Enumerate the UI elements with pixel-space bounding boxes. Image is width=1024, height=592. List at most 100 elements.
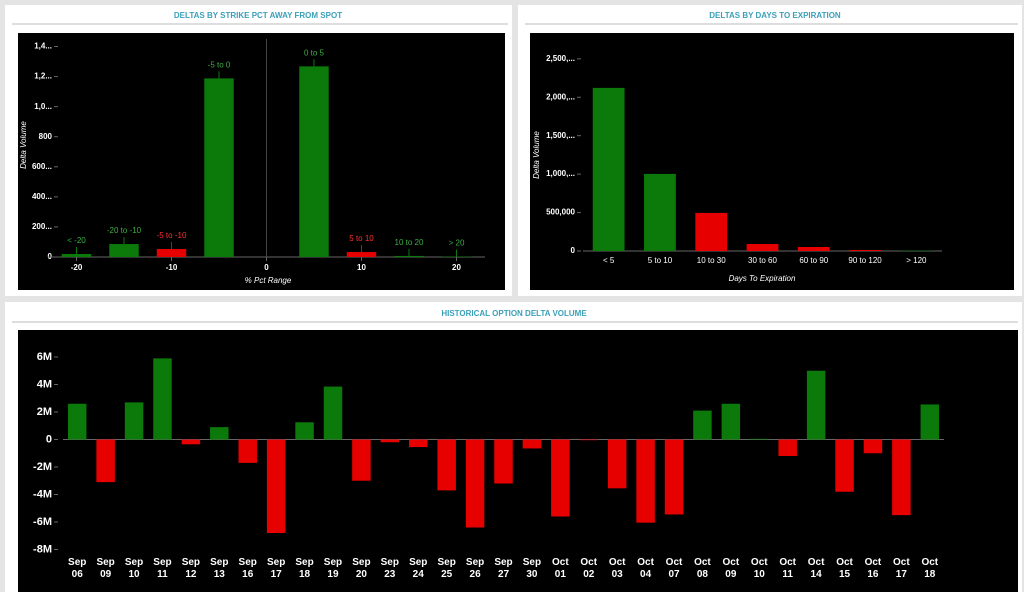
y-tick-label: 2M bbox=[37, 406, 52, 418]
y-tick-label: 1,0... bbox=[34, 102, 52, 111]
bar bbox=[644, 173, 676, 251]
bar bbox=[109, 244, 139, 257]
y-tick-label: 1,4... bbox=[34, 42, 52, 51]
x-tick-label: Oct 15 bbox=[836, 557, 853, 580]
y-tick-label: 600... bbox=[32, 162, 52, 171]
y-tick-label: 0 bbox=[571, 246, 576, 255]
bar bbox=[96, 439, 115, 483]
bar bbox=[592, 87, 625, 251]
bar bbox=[380, 439, 400, 443]
x-tick-label: Oct 08 bbox=[694, 557, 711, 580]
x-tick-label: 20 bbox=[452, 263, 461, 272]
bar bbox=[299, 66, 329, 257]
x-tick-label: Oct 16 bbox=[864, 557, 882, 580]
bar bbox=[346, 252, 377, 257]
bar bbox=[156, 249, 187, 257]
x-tick-label: 0 bbox=[264, 263, 269, 272]
y-tick-label: 500,000 bbox=[546, 208, 575, 217]
value-label: > 20 bbox=[449, 239, 465, 248]
x-tick-label: Sep 12 bbox=[181, 557, 201, 580]
bar bbox=[636, 439, 655, 523]
x-tick-label: 10 bbox=[357, 263, 366, 272]
y-axis-title: Delta Volume bbox=[19, 121, 28, 169]
bar bbox=[664, 439, 684, 515]
bar bbox=[806, 370, 826, 440]
y-tick-label: -6M bbox=[33, 516, 52, 528]
bar bbox=[210, 427, 229, 440]
bar bbox=[266, 439, 286, 533]
chart-title: DELTAS BY STRIKE PCT AWAY FROM SPOT bbox=[174, 11, 342, 20]
x-tick-label: Sep 24 bbox=[409, 557, 428, 580]
value-label: < -20 bbox=[67, 236, 86, 245]
bar bbox=[295, 422, 314, 440]
value-label: 5 to 10 bbox=[349, 234, 374, 243]
y-tick-label: 400... bbox=[32, 192, 52, 201]
x-tick-label: Sep 11 bbox=[153, 557, 172, 580]
y-tick-label: -4M bbox=[33, 488, 52, 500]
value-label: -5 to -10 bbox=[157, 231, 187, 240]
y-tick-label: -2M bbox=[33, 461, 52, 473]
y-tick-label: 6M bbox=[37, 351, 52, 363]
x-tick-label: Sep 25 bbox=[437, 557, 456, 580]
x-tick-label: Sep 19 bbox=[323, 557, 343, 580]
x-tick-label: Sep 06 bbox=[68, 557, 87, 580]
x-tick-label: 30 to 60 bbox=[748, 256, 777, 265]
bar bbox=[900, 250, 933, 252]
y-tick-label: 2,000,... bbox=[546, 92, 575, 101]
bar bbox=[750, 438, 769, 440]
x-tick-label: Oct 03 bbox=[608, 557, 626, 580]
y-tick-label: 200... bbox=[32, 222, 52, 231]
x-tick-label: Oct 11 bbox=[779, 557, 797, 580]
y-tick-label: 4M bbox=[37, 378, 52, 390]
bar bbox=[579, 439, 598, 441]
y-axis-title: Delta Volume bbox=[532, 131, 541, 179]
value-label: -5 to 0 bbox=[208, 60, 231, 69]
plot-bg bbox=[18, 33, 505, 290]
x-tick-label: < 5 bbox=[603, 256, 615, 265]
x-tick-label: 60 to 90 bbox=[799, 256, 828, 265]
x-tick-label: Sep 18 bbox=[295, 557, 314, 580]
x-tick-label: Oct 10 bbox=[750, 557, 768, 580]
bar bbox=[181, 439, 201, 445]
bar bbox=[721, 403, 741, 440]
x-tick-label: -10 bbox=[166, 263, 178, 272]
bar bbox=[61, 253, 92, 257]
x-tick-label: Sep 17 bbox=[266, 557, 286, 580]
bar bbox=[204, 78, 234, 257]
x-tick-label: Oct 09 bbox=[722, 557, 740, 580]
y-tick-label: 1,000,... bbox=[546, 169, 575, 178]
x-tick-label: Sep 10 bbox=[124, 557, 144, 580]
x-tick-label: Sep 20 bbox=[352, 557, 371, 580]
bar bbox=[67, 403, 87, 440]
chart-title: HISTORICAL OPTION DELTA VOLUME bbox=[441, 309, 587, 318]
x-tick-label: Sep 30 bbox=[522, 557, 542, 580]
x-axis-title: Days To Expiration bbox=[729, 274, 796, 283]
bar bbox=[607, 439, 627, 489]
bar bbox=[238, 439, 257, 463]
x-tick-label: Oct 04 bbox=[637, 557, 654, 580]
bar bbox=[352, 439, 371, 481]
bar bbox=[522, 439, 542, 449]
x-tick-label: 90 to 120 bbox=[848, 256, 882, 265]
bar bbox=[778, 439, 797, 456]
x-tick-label: Sep 26 bbox=[465, 557, 485, 580]
x-tick-label: > 120 bbox=[906, 256, 927, 265]
bar bbox=[892, 439, 911, 516]
value-label: 10 to 20 bbox=[395, 238, 424, 247]
x-tick-label: Oct 01 bbox=[551, 557, 569, 580]
x-tick-label: Oct 02 bbox=[580, 557, 598, 580]
x-tick-label: Sep 27 bbox=[494, 557, 513, 580]
value-label: 0 to 5 bbox=[304, 48, 325, 57]
bar bbox=[863, 439, 883, 454]
bar bbox=[551, 439, 570, 517]
x-tick-label: Sep 23 bbox=[380, 557, 399, 580]
x-tick-label: Sep 16 bbox=[238, 557, 257, 580]
bar bbox=[394, 255, 424, 257]
bar bbox=[153, 358, 172, 440]
x-tick-label: Sep 09 bbox=[96, 557, 115, 580]
bar bbox=[465, 439, 485, 528]
bar bbox=[409, 439, 428, 448]
x-tick-label: Oct 07 bbox=[665, 557, 683, 580]
